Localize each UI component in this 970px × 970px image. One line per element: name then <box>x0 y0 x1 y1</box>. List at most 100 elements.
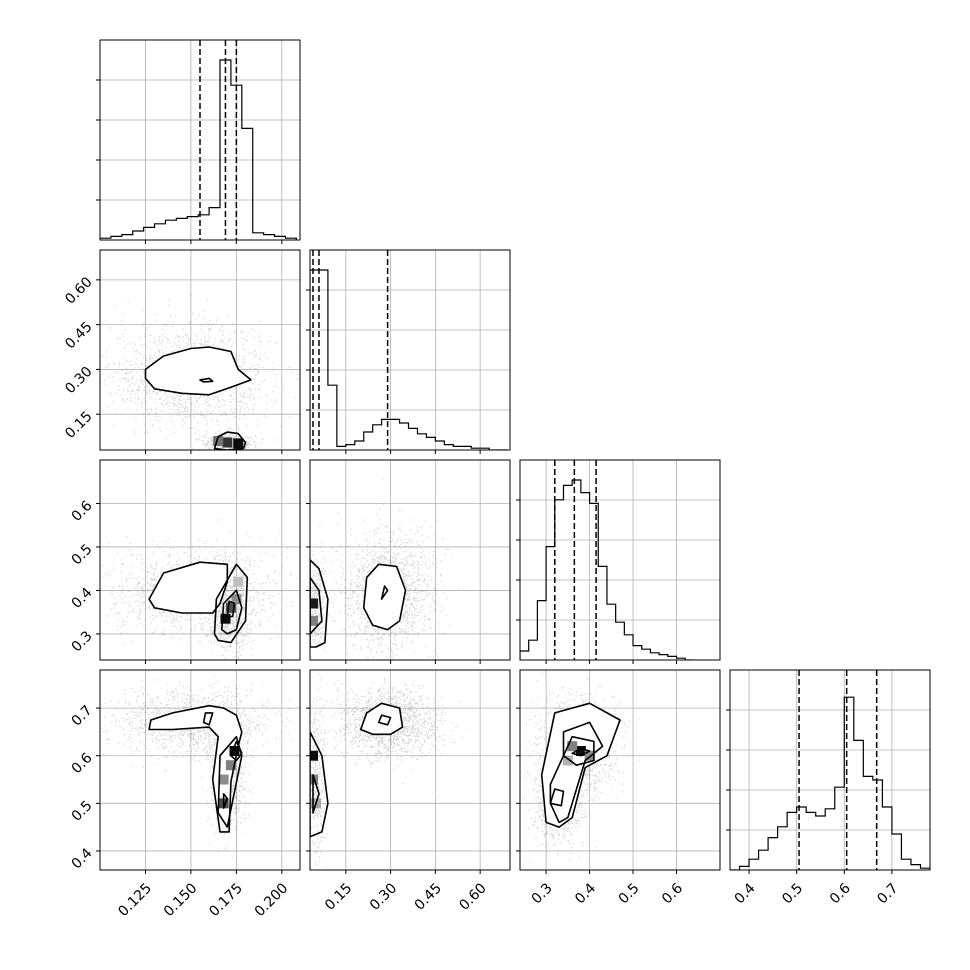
panel-3-2: 0.3 0.4 0.5 0.6 <box>516 669 721 907</box>
contour-fill <box>360 703 403 735</box>
scatter-points <box>100 670 294 858</box>
x-tick-label: 0.125 <box>115 880 155 920</box>
contour-line <box>359 702 404 736</box>
panel-body <box>100 292 300 450</box>
x-tick-label: 0.7 <box>874 880 901 907</box>
axes-frame <box>519 669 721 871</box>
density-cell <box>584 750 595 761</box>
contour-line <box>226 600 236 618</box>
x-tick-label: 0.5 <box>616 880 643 907</box>
panel-body <box>520 670 640 864</box>
contour-line <box>148 704 243 833</box>
contour-line <box>377 714 392 726</box>
y-tick-label: 0.15 <box>62 409 95 442</box>
contour-fill <box>363 564 406 630</box>
density-cell <box>562 755 573 766</box>
axes-frame <box>99 669 301 871</box>
contour-line <box>540 702 621 828</box>
x-tick-label: 0.200 <box>252 880 292 920</box>
axes-frame <box>729 669 931 871</box>
density-cell <box>233 438 244 449</box>
x-tick-label: 0.15 <box>322 880 355 913</box>
y-tick-label: 0.6 <box>69 498 96 525</box>
axes-frame <box>99 39 301 241</box>
y-tick-label: 0.30 <box>62 364 95 397</box>
panel-3-3: 0.4 0.5 0.6 0.7 <box>726 669 931 907</box>
y-tick-label: 0.7 <box>69 702 96 729</box>
x-tick-label: 0.4 <box>572 880 599 907</box>
grid-lines <box>310 460 510 660</box>
density-cell <box>225 760 236 771</box>
contour-line <box>202 712 214 726</box>
panel-1-0: 0.15 0.30 0.45 0.60 <box>62 249 301 454</box>
axes-frame <box>99 459 301 661</box>
density-cell <box>310 615 318 626</box>
y-tick-label: 0.3 <box>69 628 96 655</box>
axes-frame <box>519 459 721 661</box>
density-cell <box>220 613 231 624</box>
axes-frame <box>309 459 511 661</box>
axes-frame <box>99 249 301 451</box>
y-tick-label: 0.6 <box>69 750 96 777</box>
y-tick-label: 0.4 <box>69 845 96 872</box>
panel-2-0: 0.3 0.4 0.5 0.6 <box>69 459 301 664</box>
contour-line <box>310 731 329 838</box>
panel-body <box>310 673 470 870</box>
x-tick-label: 0.60 <box>456 880 489 913</box>
contour-fill <box>149 562 228 613</box>
x-tick-label: 0.4 <box>732 880 759 907</box>
panel-body <box>310 478 459 660</box>
density-cell <box>229 746 240 756</box>
contour-line <box>310 559 329 648</box>
contour-line <box>362 563 407 631</box>
grid-lines <box>100 460 300 660</box>
density-cell <box>310 750 318 761</box>
density-cell <box>310 598 318 609</box>
histogram-step <box>100 59 297 240</box>
contour-line <box>549 721 604 824</box>
contour-fill <box>145 347 251 395</box>
axes-frame <box>309 249 511 451</box>
panel-3-1: 0.15 0.30 0.45 0.60 <box>306 669 511 914</box>
y-tick-label: 0.60 <box>62 274 95 307</box>
x-tick-label: 0.6 <box>827 880 854 907</box>
x-tick-label: 0.6 <box>659 880 686 907</box>
x-tick-label: 0.30 <box>367 880 400 913</box>
x-tick-label: 0.5 <box>779 880 806 907</box>
axes-frame <box>309 669 511 871</box>
density-cell <box>225 602 236 613</box>
contour-line <box>222 792 229 809</box>
density-cell <box>575 746 586 756</box>
density-cell <box>231 594 242 605</box>
density-cell <box>233 576 244 587</box>
density-cell <box>222 437 233 448</box>
grid-lines <box>310 250 510 450</box>
contour-line <box>148 561 229 614</box>
contour-line <box>230 740 243 762</box>
panel-2-2 <box>516 459 721 664</box>
x-tick-label: 0.3 <box>529 880 556 907</box>
contour-line <box>213 563 249 644</box>
x-tick-label: 0.150 <box>161 880 201 920</box>
contour-line <box>549 788 565 807</box>
contour-line <box>144 346 252 396</box>
panel-2-1 <box>306 459 511 664</box>
contour-line <box>310 576 323 635</box>
y-tick-label: 0.4 <box>69 585 96 612</box>
panel-0-0 <box>96 39 301 244</box>
panel-body <box>100 519 300 660</box>
grid-lines <box>730 670 930 870</box>
panel-3-0: 0.125 0.150 0.175 0.200 0.4 0.5 0.6 0.7 <box>69 669 301 920</box>
contour-line <box>562 735 595 767</box>
contour-line <box>571 747 591 757</box>
x-tick-label: 0.45 <box>412 880 445 913</box>
contour-line <box>380 585 389 600</box>
contour-line <box>221 589 243 635</box>
grid-lines <box>520 460 720 660</box>
density-cell <box>218 774 229 785</box>
x-tick-label: 0.175 <box>206 880 246 920</box>
y-tick-label: 0.45 <box>62 319 95 352</box>
density-cell <box>213 436 224 446</box>
y-tick-label: 0.5 <box>69 798 96 825</box>
